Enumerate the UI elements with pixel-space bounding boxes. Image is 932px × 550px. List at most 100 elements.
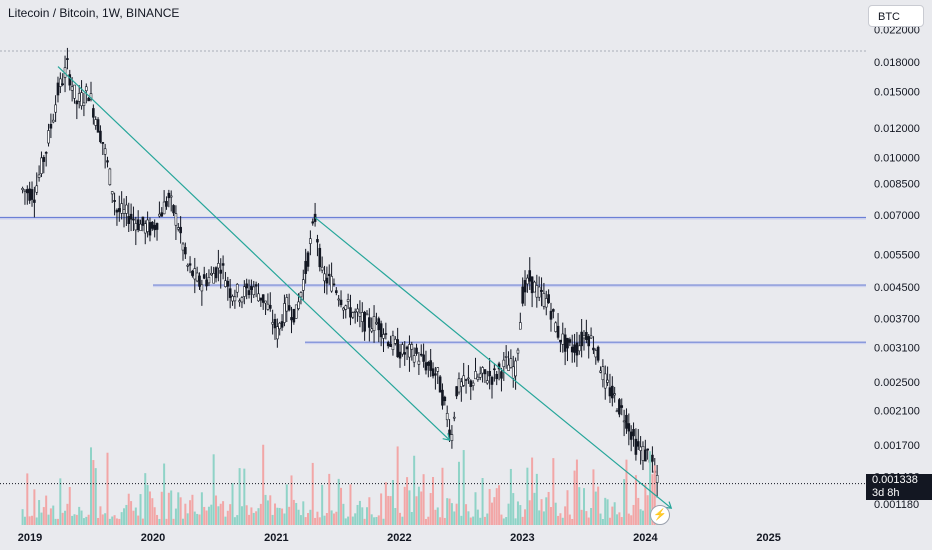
candle-body (221, 263, 225, 266)
volume-bar (634, 475, 637, 525)
volume-bar (285, 484, 288, 525)
candle-body (419, 353, 423, 356)
volume-bar (481, 477, 484, 525)
volume-bar (361, 507, 364, 525)
volume-bar (141, 518, 144, 525)
volume-bar (483, 516, 486, 525)
volume-bar (38, 500, 41, 525)
candle-body (66, 58, 69, 61)
candle-body (207, 277, 211, 284)
candle-body (80, 92, 83, 107)
volume-bar (535, 473, 538, 525)
volume-bar (604, 497, 607, 525)
volume-bar (429, 493, 432, 525)
volume-bar (250, 507, 253, 525)
candle-body (655, 475, 659, 483)
candle-body (603, 373, 607, 389)
volume-bar (469, 517, 472, 525)
candle-body (530, 276, 534, 294)
volume-bar (94, 468, 97, 525)
candle-body (393, 338, 397, 344)
price-axis-label: 0.003700 (874, 314, 920, 326)
volume-bar (323, 515, 326, 525)
candle-body (596, 346, 600, 361)
volume-bar (491, 502, 494, 525)
volume-bar (580, 509, 583, 525)
volume-bar (210, 504, 213, 525)
volume-bar (424, 518, 427, 525)
volume-bar (297, 509, 300, 525)
volume-bar (328, 473, 331, 525)
volume-bar (240, 506, 243, 525)
trendline-arrow (442, 433, 451, 441)
volume-bar (358, 500, 361, 525)
trendline (57, 66, 450, 441)
candle-body (368, 317, 371, 328)
volume-bar (410, 511, 413, 525)
volume-bar (488, 489, 491, 525)
candle-body (523, 280, 527, 293)
candle-body (516, 349, 520, 354)
volume-bar (200, 492, 203, 525)
candle-body (252, 286, 256, 296)
candle-body (226, 280, 230, 287)
candle-body (231, 295, 234, 302)
volume-bar (415, 496, 418, 525)
candle-body (224, 280, 227, 287)
candle-body (195, 272, 199, 282)
currency-button[interactable]: BTC (868, 5, 924, 27)
candle-body (358, 312, 362, 317)
candle-body (549, 310, 553, 320)
volume-bar (276, 507, 279, 525)
candle-body (379, 323, 383, 338)
volume-bar (646, 495, 649, 525)
candle-body (186, 264, 190, 267)
candle-body (618, 399, 621, 415)
candle-body (153, 224, 156, 231)
volume-bar (509, 468, 512, 525)
candle-body (245, 283, 248, 289)
candle-body (651, 454, 654, 462)
candle-body (101, 142, 105, 144)
candle-body (266, 303, 270, 310)
candle-body (162, 201, 166, 215)
volume-bar (80, 510, 83, 525)
candle-body (495, 373, 499, 380)
candle-body (103, 148, 107, 155)
candle-body (540, 289, 543, 292)
volume-bar (547, 491, 550, 525)
volume-bar (623, 479, 626, 525)
candle-body (155, 223, 159, 230)
candle-body (82, 102, 86, 106)
volume-bar (335, 511, 338, 525)
candle-body (200, 284, 204, 292)
candle-body (375, 322, 378, 324)
bar-countdown: 3d 8h (872, 487, 900, 499)
volume-bar (375, 516, 378, 525)
lightning-icon[interactable]: ⚡ (650, 505, 670, 525)
candle-body (507, 364, 510, 371)
candle-body (214, 267, 218, 279)
volume-bar (203, 506, 206, 525)
volume-bar (498, 485, 501, 525)
volume-bar (144, 473, 147, 525)
volume-bar (592, 469, 595, 525)
volume-bar (644, 484, 647, 525)
volume-bar (330, 510, 333, 525)
volume-bar (64, 510, 67, 525)
candle-body (141, 216, 145, 226)
candle-body (299, 292, 303, 298)
volume-bar (641, 510, 644, 525)
volume-bar (264, 494, 267, 525)
candle-body (464, 379, 468, 381)
candle-body (396, 339, 399, 358)
candle-body (330, 276, 333, 292)
candle-body (151, 221, 154, 229)
volume-bar (269, 495, 272, 525)
price-axis-label: 0.005500 (874, 249, 920, 261)
candle-body (370, 328, 374, 332)
volume-bar (191, 494, 194, 525)
volume-bar (167, 492, 170, 525)
candle-body (280, 321, 284, 328)
